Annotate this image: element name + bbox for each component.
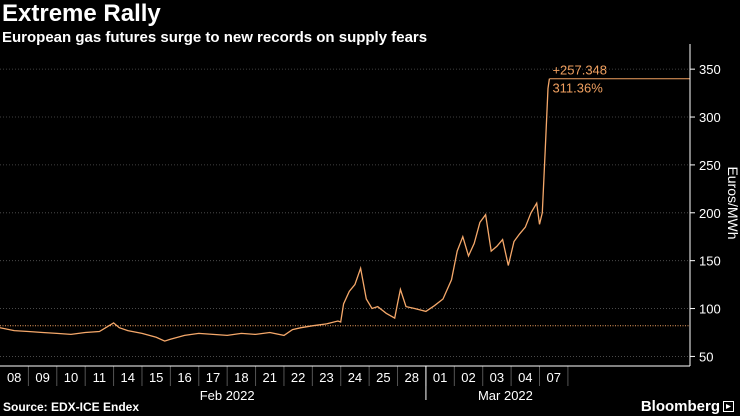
x-tick-label: 18 (234, 370, 248, 385)
terminal-icon (723, 401, 734, 412)
x-tick-label: 03 (490, 370, 504, 385)
axes (0, 44, 695, 367)
chart-subtitle: European gas futures surge to new record… (2, 29, 428, 46)
pct-change-annotation: 311.36% (552, 81, 603, 96)
x-tick-label: 08 (7, 370, 21, 385)
y-tick-label: 200 (699, 206, 721, 221)
x-tick-label: 07 (546, 370, 560, 385)
x-tick-label: 02 (461, 370, 475, 385)
chart-title: Extreme Rally (2, 0, 161, 27)
month-label: Feb 2022 (200, 388, 255, 400)
grid-lines (0, 68, 690, 357)
x-tick-label: 21 (263, 370, 277, 385)
bloomberg-logo: Bloomberg (640, 398, 720, 415)
change-annotation: +257.348 (552, 63, 607, 78)
x-tick-label: 17 (206, 370, 220, 385)
x-tick-label: 28 (404, 370, 418, 385)
x-tick-label: 22 (291, 370, 305, 385)
y-tick-label: 300 (699, 110, 721, 125)
x-tick-label: 11 (93, 370, 107, 385)
x-tick-label: 01 (433, 370, 447, 385)
y-tick-label: 150 (699, 254, 721, 269)
x-tick-label: 09 (35, 370, 49, 385)
y-axis-title: Euros/MWh (725, 166, 740, 239)
x-tick-label: 16 (177, 370, 191, 385)
x-tick-label: 24 (348, 370, 362, 385)
y-tick-label: 250 (699, 158, 721, 173)
x-tick-label: 10 (64, 370, 78, 385)
month-label: Mar 2022 (478, 388, 533, 400)
y-tick-label: 100 (699, 302, 721, 317)
date-separators (27, 366, 569, 400)
x-tick-label: 23 (319, 370, 333, 385)
source-note: Source: EDX-ICE Endex (3, 400, 140, 414)
tick-labels: 50 100 150 200 250 300 350 +257.348 311.36% Euros… (7, 62, 740, 400)
x-tick-label: 04 (518, 370, 532, 385)
line-chart: 50 100 150 200 250 300 350 +257.348 311.36% Euros… (0, 44, 740, 400)
x-tick-label: 15 (149, 370, 163, 385)
price-series-line (0, 78, 551, 342)
x-tick-label: 25 (376, 370, 390, 385)
y-tick-label: 350 (699, 62, 721, 77)
price-line-layer (0, 78, 690, 342)
y-tick-label: 50 (699, 349, 713, 364)
x-tick-label: 14 (121, 370, 135, 385)
